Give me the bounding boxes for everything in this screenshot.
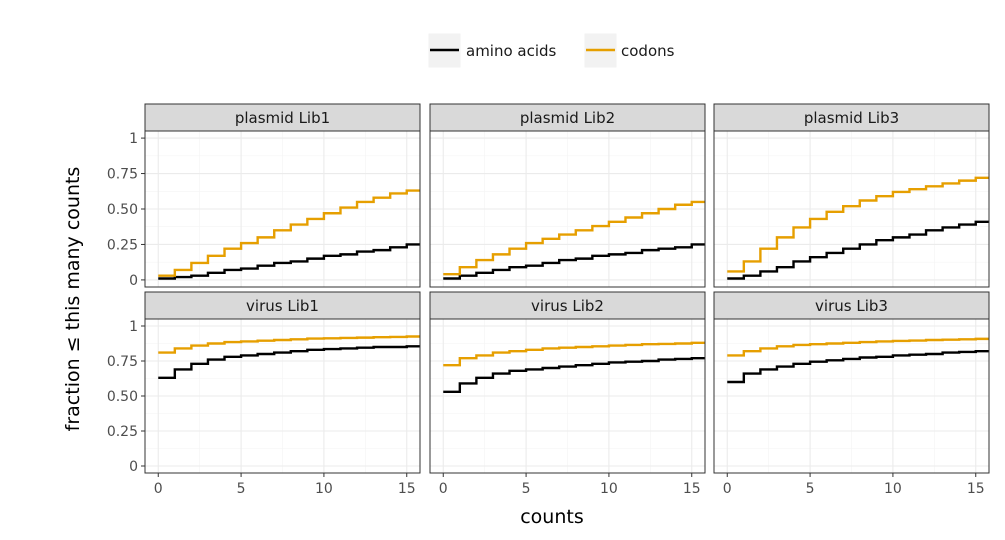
- y-tick-label: 0.25: [107, 237, 138, 253]
- x-tick-label: 0: [154, 481, 163, 497]
- y-tick-label: 0: [129, 273, 138, 289]
- panel: plasmid Lib1 0 0.25 0.50 0.75 1: [107, 103, 421, 289]
- x-tick-label: 15: [398, 481, 416, 497]
- facet-strip: [144, 291, 421, 320]
- series-line-codons: [158, 335, 420, 354]
- facet-title: virus Lib1: [246, 297, 319, 315]
- series-line-codons: [443, 200, 705, 276]
- panel: virus Lib2 0 5 10 15: [429, 291, 706, 497]
- y-tick-label: 0.50: [107, 389, 138, 405]
- x-tick-label: 5: [237, 481, 246, 497]
- x-tick-label: 15: [683, 481, 701, 497]
- panel-border: [713, 130, 990, 288]
- series-line-amino-acids: [727, 350, 989, 384]
- facet-title: plasmid Lib3: [804, 109, 899, 127]
- facet-strip: [144, 103, 421, 132]
- y-tick-label: 0.25: [107, 424, 138, 440]
- legend: amino acids codons: [427, 32, 675, 69]
- x-axis-title: counts: [520, 506, 584, 528]
- x-tick-label: 5: [522, 481, 531, 497]
- y-tick-label: 0.75: [107, 167, 138, 183]
- series-line-amino-acids: [158, 345, 420, 379]
- legend-label: amino acids: [466, 42, 557, 60]
- facet-title: virus Lib2: [531, 297, 604, 315]
- facet-strip: [713, 103, 990, 132]
- panel: plasmid Lib2: [429, 103, 706, 288]
- series-line-codons: [158, 189, 420, 277]
- y-axis-title: fraction ≤ this many counts: [62, 167, 84, 432]
- series-line-amino-acids: [727, 220, 989, 280]
- x-tick-label: 0: [439, 481, 448, 497]
- panel: plasmid Lib3: [713, 103, 990, 288]
- x-tick-label: 15: [967, 481, 985, 497]
- series-line-codons: [727, 176, 989, 273]
- facet-title: plasmid Lib2: [520, 109, 615, 127]
- y-tick-label: 0.75: [107, 354, 138, 370]
- facet-strip: [429, 103, 706, 132]
- y-tick-label: 1: [129, 319, 138, 335]
- panels-grid: plasmid Lib1 0 0.25 0.50 0.75 1 plasmid Lib2 pl…: [107, 103, 990, 497]
- panel-border: [713, 318, 990, 474]
- x-tick-label: 0: [723, 481, 732, 497]
- series-line-amino-acids: [443, 243, 705, 280]
- y-tick-label: 0.50: [107, 202, 138, 218]
- facet-title: virus Lib3: [815, 297, 888, 315]
- x-tick-label: 10: [884, 481, 902, 497]
- panel: virus Lib3 0 5 10 15: [713, 291, 990, 497]
- facet-title: plasmid Lib1: [235, 109, 330, 127]
- facet-strip: [713, 291, 990, 320]
- series-line-amino-acids: [443, 357, 705, 393]
- y-tick-label: 0: [129, 459, 138, 475]
- y-tick-label: 1: [129, 131, 138, 147]
- x-tick-label: 10: [600, 481, 618, 497]
- series-line-codons: [443, 341, 705, 367]
- legend-label: codons: [621, 42, 675, 60]
- panel-border: [429, 318, 706, 474]
- series-line-codons: [727, 337, 989, 357]
- series-line-amino-acids: [158, 243, 420, 280]
- panel-border: [429, 130, 706, 288]
- x-tick-label: 10: [315, 481, 333, 497]
- x-tick-label: 5: [806, 481, 815, 497]
